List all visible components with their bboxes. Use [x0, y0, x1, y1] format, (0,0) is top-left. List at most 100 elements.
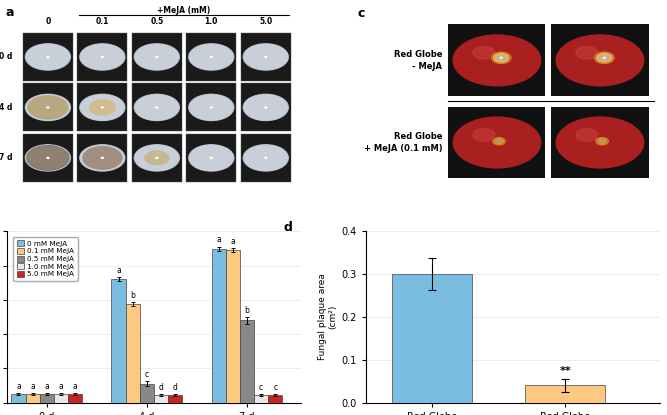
Bar — [552, 24, 648, 96]
Circle shape — [189, 145, 234, 171]
Circle shape — [25, 145, 71, 171]
Bar — [132, 33, 182, 81]
Circle shape — [210, 157, 212, 159]
Bar — [23, 83, 73, 132]
Text: 7 d: 7 d — [0, 154, 13, 162]
Bar — [54, 394, 68, 403]
Circle shape — [135, 44, 179, 69]
Circle shape — [500, 57, 502, 59]
Text: a: a — [216, 235, 221, 244]
Circle shape — [473, 46, 495, 59]
Bar — [68, 394, 82, 403]
Circle shape — [135, 95, 179, 120]
Bar — [186, 33, 236, 81]
Bar — [225, 250, 240, 403]
Circle shape — [189, 95, 233, 120]
Text: **: ** — [560, 366, 571, 376]
Circle shape — [597, 54, 612, 62]
Circle shape — [603, 57, 606, 59]
Circle shape — [243, 145, 288, 171]
Bar — [11, 394, 25, 403]
Text: 1.0: 1.0 — [205, 17, 218, 25]
Circle shape — [134, 44, 179, 70]
Circle shape — [209, 156, 214, 159]
Circle shape — [156, 56, 157, 57]
Text: a: a — [30, 382, 35, 391]
Bar — [77, 33, 127, 81]
Circle shape — [80, 44, 125, 70]
Bar — [111, 279, 125, 403]
Bar — [552, 107, 648, 178]
Circle shape — [494, 54, 509, 62]
Circle shape — [243, 94, 288, 120]
Circle shape — [189, 44, 233, 69]
Bar — [448, 24, 546, 96]
Text: a: a — [59, 382, 63, 391]
Bar — [241, 134, 291, 182]
Circle shape — [210, 107, 212, 108]
Bar — [211, 249, 225, 403]
Circle shape — [135, 145, 179, 171]
Circle shape — [25, 44, 71, 70]
Bar — [241, 33, 291, 81]
Text: 0.1: 0.1 — [95, 17, 109, 25]
Circle shape — [101, 107, 103, 108]
Text: a: a — [116, 266, 121, 275]
Bar — [140, 384, 154, 403]
Bar — [392, 274, 472, 403]
Circle shape — [80, 94, 125, 120]
Text: a: a — [16, 382, 21, 391]
Text: c: c — [273, 383, 277, 392]
Circle shape — [156, 107, 157, 108]
Text: c: c — [259, 383, 263, 392]
Text: d: d — [283, 221, 292, 234]
Circle shape — [556, 117, 644, 168]
Circle shape — [47, 107, 49, 108]
Circle shape — [27, 146, 69, 170]
Circle shape — [189, 94, 234, 120]
Circle shape — [47, 157, 49, 159]
Text: 0 d: 0 d — [0, 52, 13, 61]
Circle shape — [210, 56, 212, 57]
Bar — [77, 134, 127, 182]
Circle shape — [101, 56, 103, 57]
Circle shape — [26, 44, 69, 69]
Bar — [526, 386, 605, 403]
Circle shape — [244, 44, 287, 69]
Bar — [240, 320, 254, 403]
Circle shape — [80, 145, 125, 171]
Text: +MeJA (mM): +MeJA (mM) — [157, 6, 211, 15]
Bar — [241, 83, 291, 132]
Bar — [186, 83, 236, 132]
Circle shape — [28, 96, 68, 119]
Circle shape — [83, 146, 122, 169]
Text: a: a — [73, 382, 77, 391]
Circle shape — [101, 157, 103, 159]
Bar — [77, 83, 127, 132]
Text: 0.5: 0.5 — [150, 17, 163, 25]
Bar — [39, 394, 54, 403]
Circle shape — [145, 151, 169, 165]
Circle shape — [25, 94, 71, 120]
Circle shape — [265, 56, 267, 57]
Circle shape — [243, 44, 288, 70]
Circle shape — [598, 139, 606, 144]
Text: 4 d: 4 d — [0, 103, 13, 112]
Text: a: a — [230, 237, 235, 246]
Bar — [186, 134, 236, 182]
Circle shape — [453, 35, 541, 86]
Text: b: b — [245, 305, 249, 315]
Circle shape — [81, 44, 124, 69]
Circle shape — [81, 95, 124, 120]
Circle shape — [576, 46, 598, 59]
Text: d: d — [173, 383, 177, 392]
Bar — [268, 395, 282, 403]
Circle shape — [134, 145, 179, 171]
Y-axis label: Fungal plaque area
(cm²): Fungal plaque area (cm²) — [318, 273, 338, 361]
Text: 5.0: 5.0 — [259, 17, 272, 25]
Text: a: a — [5, 6, 14, 19]
Bar — [254, 395, 268, 403]
Circle shape — [26, 145, 69, 171]
Circle shape — [495, 139, 504, 144]
Circle shape — [576, 129, 598, 141]
